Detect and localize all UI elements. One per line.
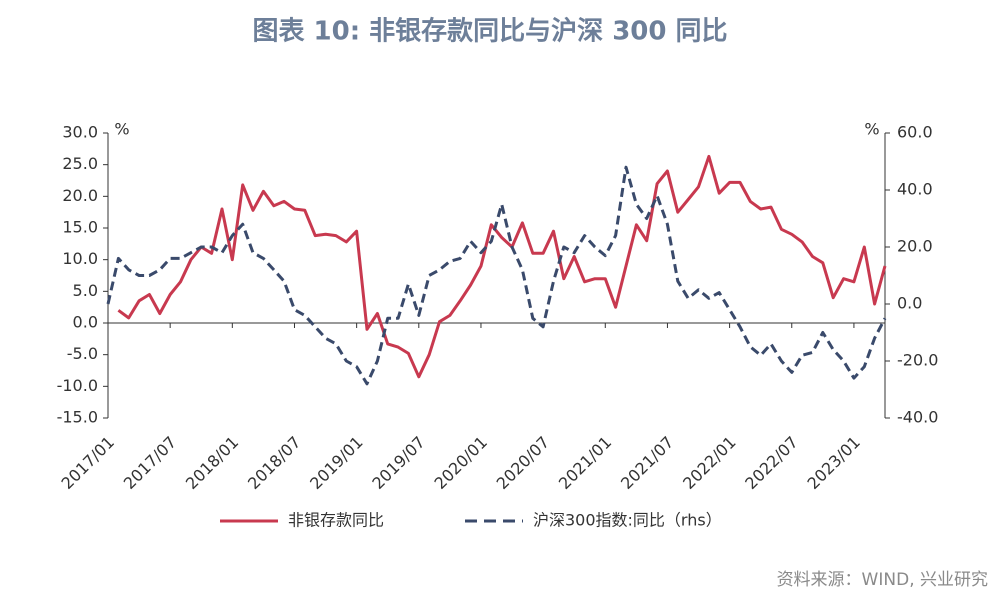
x-tick-label: 2017/01: [58, 433, 118, 493]
y-tick-label: 5.0: [73, 281, 98, 300]
x-tick-label: 2021/01: [555, 433, 615, 493]
y-tick-label: 20.0: [62, 186, 98, 205]
y-tick-label: 15.0: [62, 218, 98, 237]
y-axis-unit: %: [114, 120, 129, 139]
x-tick-label: 2018/01: [182, 433, 242, 493]
y-tick-label: 0.0: [73, 313, 98, 332]
x-tick-label: 2021/07: [617, 433, 677, 493]
y2-tick-label: 20.0: [897, 237, 933, 256]
y2-tick-label: -20.0: [897, 351, 938, 370]
y-tick-label: -5.0: [67, 344, 98, 363]
series-line: [106, 165, 887, 386]
x-tick-label: 2020/07: [493, 433, 553, 493]
y2-tick-label: 40.0: [897, 180, 933, 199]
y-tick-label: 10.0: [62, 249, 98, 268]
x-tick-label: 2018/07: [244, 433, 304, 493]
x-tick-label: 2022/01: [679, 433, 739, 493]
series-line: [117, 154, 887, 379]
y2-tick-label: -40.0: [897, 408, 938, 427]
x-tick-label: 2017/07: [120, 433, 180, 493]
x-tick-label: 2019/07: [368, 433, 428, 493]
chart-title: 图表 10: 非银存款同比与沪深 300 同比: [252, 17, 727, 47]
x-tick-label: 2020/01: [431, 433, 491, 493]
y2-axis-unit: %: [864, 120, 879, 139]
y-tick-label: 30.0: [62, 123, 98, 142]
y-tick-label: 25.0: [62, 154, 98, 173]
y-tick-label: -15.0: [57, 408, 98, 427]
x-tick-label: 2023/01: [803, 433, 863, 493]
y2-tick-label: 60.0: [897, 123, 933, 142]
source-note: 资料来源：WIND, 兴业研究: [777, 570, 988, 590]
y2-tick-label: 0.0: [897, 294, 922, 313]
x-tick-label: 2019/01: [306, 433, 366, 493]
x-tick-label: 2022/07: [741, 433, 801, 493]
legend-label: 沪深300指数:同比（rhs）: [533, 511, 722, 530]
legend-label: 非银存款同比: [288, 511, 384, 530]
y-tick-label: -10.0: [57, 376, 98, 395]
